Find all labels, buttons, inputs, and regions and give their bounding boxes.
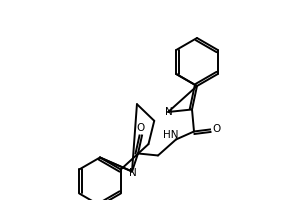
Text: O: O	[212, 124, 220, 134]
Text: O: O	[136, 123, 144, 133]
Text: HN: HN	[163, 130, 179, 140]
Text: N: N	[129, 168, 137, 178]
Text: N: N	[165, 107, 173, 117]
